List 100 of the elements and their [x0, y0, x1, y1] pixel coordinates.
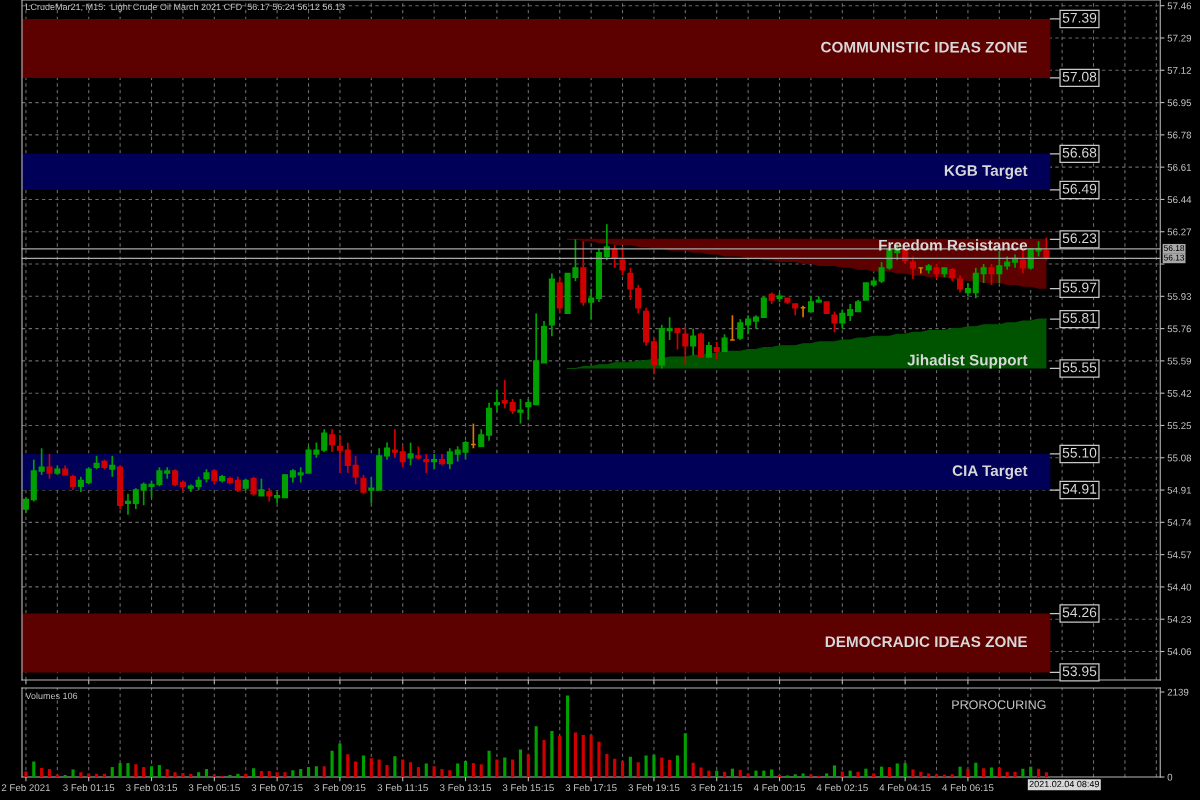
bar — [864, 768, 868, 777]
bar — [620, 760, 625, 777]
bar — [409, 762, 413, 777]
annotation: 54.91 — [1062, 483, 1097, 494]
bar — [518, 749, 523, 777]
bar — [699, 767, 703, 777]
bar — [754, 770, 758, 777]
candlestick — [619, 246, 626, 277]
candlestick — [815, 295, 822, 303]
annotation: PROROCURING — [952, 700, 1046, 710]
bar — [173, 772, 177, 777]
bar — [762, 770, 766, 777]
y-tick-label: 55.59 — [1167, 357, 1192, 365]
bar — [1021, 768, 1025, 777]
bar — [1013, 771, 1017, 777]
bar — [848, 770, 852, 777]
bar — [903, 763, 907, 777]
candlestick — [674, 327, 681, 351]
bar — [746, 773, 750, 777]
x-tick-label: 3 Feb 15:15 — [502, 783, 554, 792]
bar — [71, 769, 75, 777]
candlestick — [360, 474, 367, 495]
x-tick-label: 4 Feb 00:15 — [753, 783, 806, 792]
bar — [369, 758, 373, 777]
y-tick-label: 54.40 — [1167, 583, 1192, 591]
annotation: 56.49 — [1062, 183, 1097, 194]
bar — [840, 771, 844, 777]
annotation: 56.23 — [1062, 233, 1097, 244]
x-tick-label: 3 Feb 11:15 — [377, 783, 428, 792]
annotation: 55.97 — [1062, 282, 1097, 293]
bar — [636, 762, 640, 777]
bar — [895, 763, 899, 777]
bar — [927, 773, 931, 777]
bar — [424, 763, 428, 777]
bar — [456, 763, 460, 777]
bar — [377, 759, 381, 777]
annotation: 55.55 — [1062, 362, 1097, 373]
x-tick-label: 3 Feb 03:15 — [125, 783, 178, 792]
bar — [919, 771, 923, 777]
chart-title: Volumes 106 — [25, 692, 78, 700]
bar — [267, 771, 271, 777]
bar — [448, 770, 452, 777]
bar — [558, 735, 562, 777]
bar — [605, 753, 609, 777]
y-tick-label: 54.91 — [1167, 486, 1192, 494]
bar — [134, 764, 138, 777]
bar — [1005, 771, 1009, 777]
bar — [87, 773, 91, 777]
x-tick-label: 3 Feb 07:15 — [251, 783, 303, 792]
annotation: 57.39 — [1062, 12, 1097, 23]
annotation: 53.95 — [1062, 666, 1097, 677]
x-tick-label: 3 Feb 19:15 — [628, 783, 680, 792]
bar — [982, 768, 986, 777]
x-tick-label: 3 Feb 17:15 — [565, 783, 617, 792]
candlestick — [517, 398, 524, 425]
bar — [479, 764, 483, 777]
y-tick-label: 54.23 — [1167, 615, 1192, 623]
band-label: CIA Target — [952, 465, 1028, 480]
bar — [204, 769, 209, 777]
annotation: 55.81 — [1062, 313, 1097, 323]
x-tick-label: 4 Feb 04:15 — [879, 783, 931, 792]
bar — [613, 758, 617, 777]
bar — [511, 759, 515, 777]
candlestick — [831, 310, 838, 334]
bar — [707, 770, 711, 777]
bar — [872, 773, 876, 777]
bar — [566, 695, 570, 777]
series-label: Freedom Resistance — [879, 239, 1028, 251]
bar — [1044, 772, 1048, 777]
bar — [102, 773, 106, 777]
y-tick-label: 54.06 — [1167, 648, 1192, 656]
bar — [24, 771, 28, 777]
bar — [40, 767, 44, 777]
bar — [142, 767, 146, 777]
y-tick-label: 56.61 — [1167, 163, 1192, 171]
y-tick-label: 54.74 — [1167, 519, 1192, 526]
bar — [149, 766, 154, 777]
band-label: COMMUNISTIC IDEAS ZONE — [821, 41, 1027, 53]
bar — [770, 769, 774, 777]
bar — [887, 767, 891, 777]
bar — [856, 771, 860, 777]
bar — [628, 756, 632, 777]
bar — [338, 743, 342, 777]
bar — [126, 763, 130, 777]
bar — [299, 769, 303, 777]
bar — [236, 773, 240, 777]
bar — [440, 769, 444, 777]
candlestick — [46, 453, 53, 480]
bar — [691, 762, 695, 777]
bar — [495, 759, 499, 777]
bar — [652, 754, 656, 777]
bar — [825, 773, 829, 777]
y-tick-label: 2139 — [1167, 688, 1189, 696]
y-tick-label: 57.12 — [1167, 67, 1192, 74]
ref-line-label: 56.18 — [1164, 245, 1185, 252]
y-tick-label: 0 — [1167, 773, 1173, 781]
bar — [668, 759, 672, 777]
bar — [542, 740, 546, 777]
bar — [189, 773, 193, 777]
annotation: 57.08 — [1062, 71, 1097, 82]
